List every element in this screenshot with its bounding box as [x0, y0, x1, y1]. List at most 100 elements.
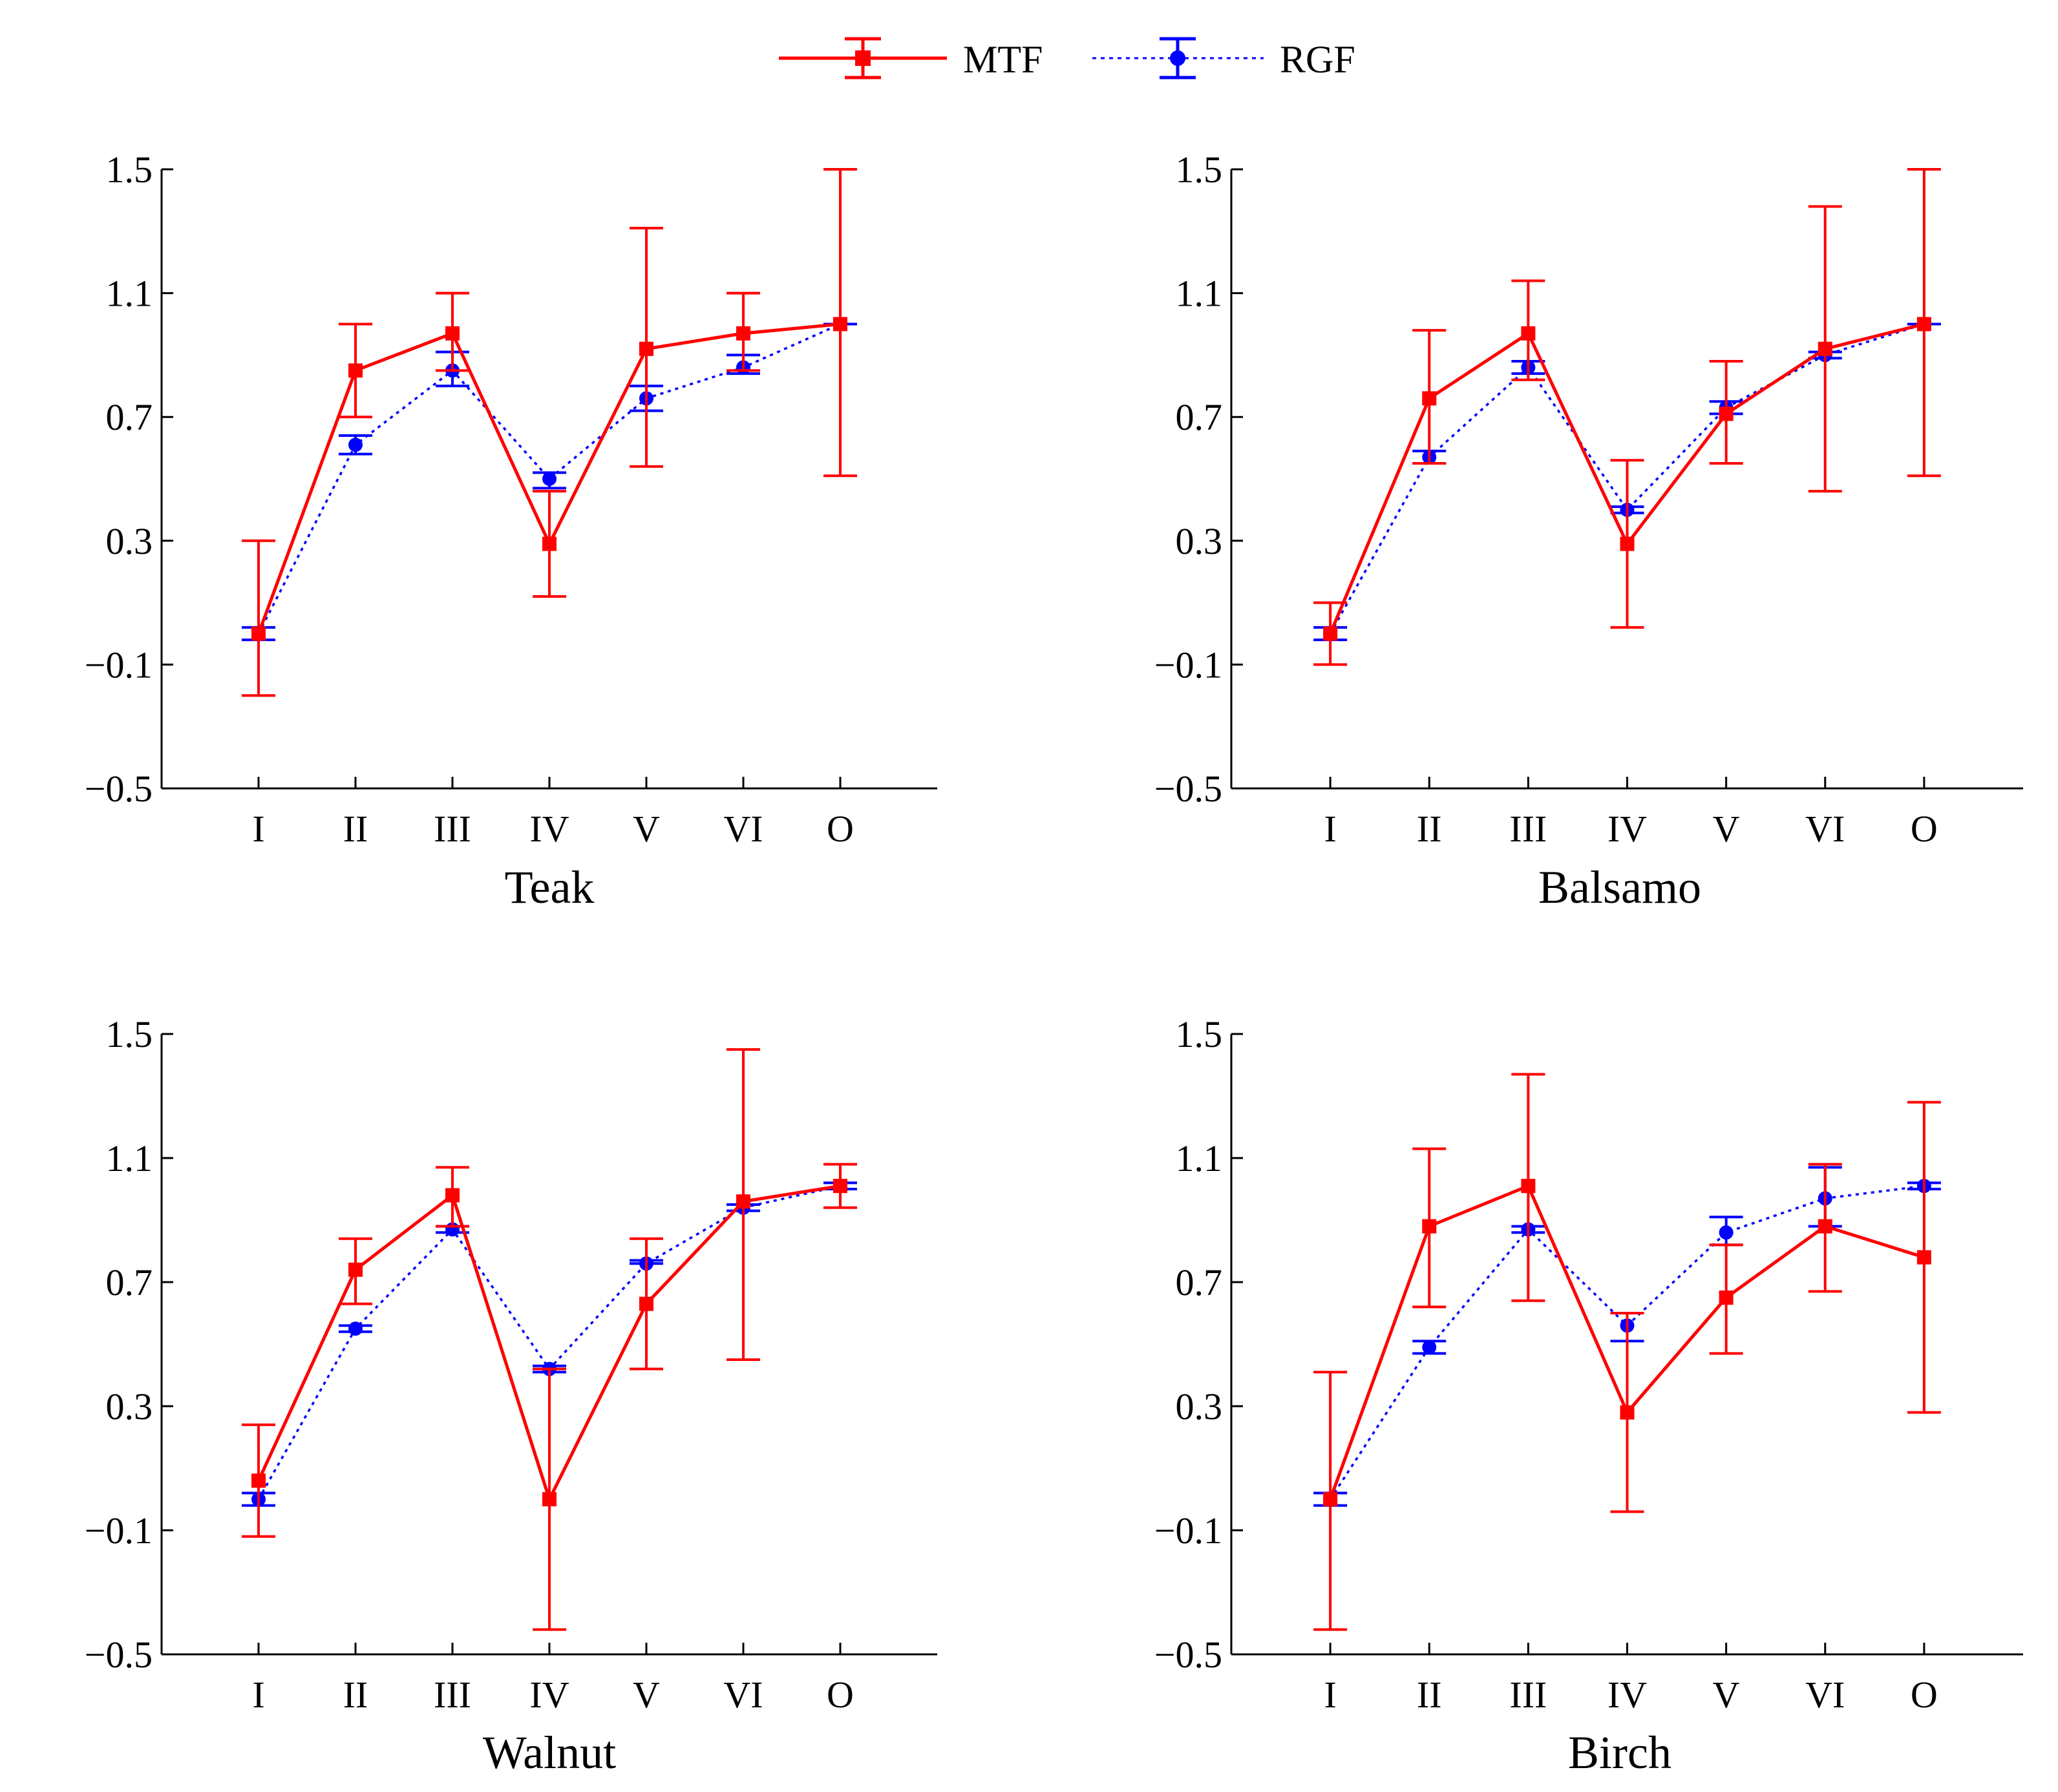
x-tick-label: III [1509, 1674, 1547, 1716]
series-mtf-point [251, 1473, 266, 1488]
x-tick-label: VI [723, 808, 763, 850]
y-tick-label: −0.1 [85, 644, 153, 686]
legend: MTF RGF [779, 37, 1355, 81]
panel-birch-xlabel: Birch [1568, 1727, 1671, 1778]
series-mtf-point [445, 1188, 460, 1203]
series-mtf-point [542, 1492, 557, 1506]
y-tick-label: 1.1 [106, 273, 153, 315]
x-tick-label: V [1713, 1674, 1740, 1716]
series-rgf-point [542, 472, 557, 486]
panel-balsamo-xlabel: Balsamo [1538, 861, 1701, 913]
y-tick-label: 0.3 [1176, 1386, 1223, 1428]
x-tick-label: II [1417, 1674, 1442, 1716]
x-tick-label: VI [1805, 808, 1845, 850]
legend-rgf-label: RGF [1280, 38, 1355, 81]
y-tick-label: 1.1 [1176, 1137, 1223, 1179]
x-tick-label: IV [1607, 808, 1647, 850]
series-mtf-point [1323, 626, 1338, 641]
series-mtf-point [639, 341, 653, 356]
series-mtf-point [1719, 1291, 1734, 1305]
y-tick-label: 0.3 [1176, 520, 1223, 562]
x-tick-label: VI [723, 1674, 763, 1716]
x-tick-label: IV [1607, 1674, 1647, 1716]
x-tick-label: I [1324, 808, 1336, 850]
series-mtf-point [1521, 326, 1536, 341]
series-rgf-point [1422, 1340, 1437, 1355]
y-tick-label: −0.1 [1154, 1510, 1222, 1552]
series-mtf-point [1719, 406, 1734, 421]
x-tick-label: II [1417, 808, 1442, 850]
series-mtf-point [1818, 341, 1832, 356]
series-mtf-point [1620, 536, 1635, 551]
series-mtf-point [833, 1179, 847, 1194]
y-tick-label: 0.7 [1176, 396, 1223, 438]
series-mtf-point [639, 1296, 653, 1311]
panel-teak: 1.51.10.70.3−0.1−0.5I II III IV V VI O Teak [85, 149, 937, 913]
y-tick-label: 1.5 [106, 1013, 153, 1055]
x-tick-label: VI [1805, 1674, 1845, 1716]
y-tick-label: −0.5 [85, 1634, 153, 1676]
series-mtf-point [1422, 1219, 1437, 1234]
y-tick-label: 1.1 [106, 1137, 153, 1179]
x-tick-label: I [252, 808, 264, 850]
series-mtf-errorbar [242, 539, 275, 697]
x-tick-label: III [434, 1674, 471, 1716]
panel-birch-marks: 1.51.10.70.3−0.1−0.5I II III IV V VI O [1154, 1013, 2023, 1716]
panel-balsamo-marks: 1.51.10.70.3−0.1−0.5I II III IV V VI O [1154, 149, 2023, 850]
series-mtf-point [445, 326, 460, 341]
series-rgf-point [348, 1322, 363, 1336]
x-tick-label: I [1324, 1674, 1336, 1716]
x-tick-label: O [1911, 1674, 1938, 1716]
y-tick-label: −0.1 [1154, 644, 1222, 686]
panel-teak-xlabel: Teak [505, 861, 595, 913]
x-tick-label: V [633, 1674, 660, 1716]
series-rgf-point [1719, 1225, 1734, 1240]
x-tick-label: O [1911, 808, 1938, 850]
panel-balsamo: 1.51.10.70.3−0.1−0.5I II III IV V VI O Balsamo [1154, 149, 2023, 913]
y-tick-label: 0.3 [106, 1386, 153, 1428]
y-tick-label: −0.5 [1154, 768, 1222, 810]
panel-walnut: 1.51.10.70.3−0.1−0.5I II III IV V VI O Walnut [85, 1013, 937, 1778]
x-tick-label: V [633, 808, 660, 850]
y-tick-label: 1.5 [1176, 149, 1223, 191]
series-mtf-point [1323, 1492, 1338, 1506]
legend-rgf-sample [1092, 37, 1264, 79]
y-tick-label: 1.1 [1176, 273, 1223, 315]
series-mtf-point [1521, 1179, 1536, 1194]
series-mtf-point [542, 536, 557, 551]
x-tick-label: III [1509, 808, 1547, 850]
x-tick-label: IV [529, 808, 569, 850]
legend-mtf-sample [779, 37, 947, 79]
y-tick-label: −0.5 [85, 768, 153, 810]
panel-walnut-marks: 1.51.10.70.3−0.1−0.5I II III IV V VI O [85, 1013, 937, 1716]
legend-mtf-label: MTF [963, 38, 1043, 81]
x-tick-label: III [434, 808, 471, 850]
x-tick-label: IV [529, 1674, 569, 1716]
x-tick-label: V [1713, 808, 1740, 850]
series-mtf-point [1620, 1405, 1635, 1420]
panel-teak-marks: 1.51.10.70.3−0.1−0.5I II III IV V VI O [85, 149, 937, 850]
y-tick-label: 0.7 [1176, 1261, 1223, 1303]
x-tick-label: II [343, 1674, 368, 1716]
panel-walnut-xlabel: Walnut [483, 1727, 616, 1778]
series-mtf-point [348, 363, 363, 378]
y-tick-label: 0.7 [106, 396, 153, 438]
x-tick-label: O [827, 1674, 854, 1716]
y-tick-label: 1.5 [106, 149, 153, 191]
y-tick-label: 1.5 [1176, 1013, 1223, 1055]
y-tick-label: 0.3 [106, 520, 153, 562]
series-mtf-point [251, 626, 266, 641]
series-mtf-point [736, 326, 750, 341]
series-mtf-point [348, 1262, 363, 1277]
series-rgf-point [348, 437, 363, 452]
x-tick-label: I [252, 1674, 264, 1716]
y-tick-label: −0.1 [85, 1510, 153, 1552]
x-tick-label: II [343, 808, 368, 850]
series-mtf-point [1916, 317, 1931, 332]
x-tick-label: O [827, 808, 854, 850]
series-mtf-point [1916, 1250, 1931, 1265]
y-tick-label: −0.5 [1154, 1634, 1222, 1676]
panel-birch: 1.51.10.70.3−0.1−0.5I II III IV V VI O Birch [1154, 1013, 2023, 1778]
series-mtf-point [833, 317, 847, 332]
